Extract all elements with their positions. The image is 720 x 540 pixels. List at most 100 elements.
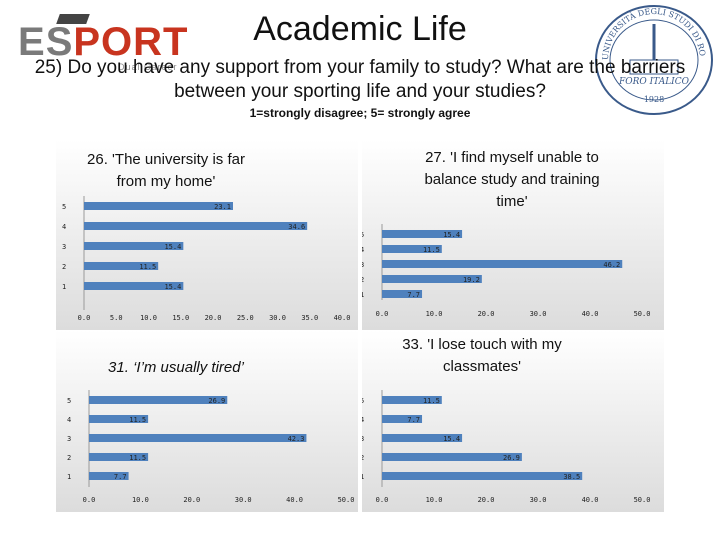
university-seal: UNIVERSITÀ DEGLI STUDI DI ROMA FORO ITAL…	[592, 2, 713, 115]
chart-c27: 27. 'I find myself unable to balance stud…	[362, 140, 664, 330]
x-tick-label: 30.0	[269, 314, 286, 322]
chart-c26: 26. 'The university is far from my home' 5…	[56, 140, 358, 330]
logo-subtitle: Dual Career	[118, 62, 178, 72]
chart-title-line: time'	[496, 193, 527, 210]
bar	[89, 453, 149, 461]
category-label: 2	[362, 276, 364, 284]
x-tick-label: 40.0	[582, 496, 599, 504]
data-label: 15.4	[164, 283, 181, 291]
x-tick-label: 20.0	[478, 496, 495, 504]
category-label: 1	[362, 291, 364, 299]
category-label: 4	[362, 416, 364, 424]
bar	[382, 290, 423, 298]
question-text: 25) Do you have any support from your fa…	[34, 57, 686, 102]
category-label: 4	[362, 246, 364, 254]
x-tick-label: 20.0	[183, 496, 200, 504]
category-label: 2	[362, 454, 364, 462]
x-tick-label: 50.0	[338, 496, 355, 504]
data-label: 7.7	[407, 291, 420, 299]
data-label: 15.4	[443, 231, 460, 239]
category-label: 1	[62, 283, 66, 291]
bar	[382, 415, 423, 423]
data-label: 11.5	[129, 416, 146, 424]
bar	[382, 260, 623, 268]
x-tick-label: 15.0	[172, 314, 189, 322]
bar	[382, 434, 463, 442]
x-tick-label: 5.0	[110, 314, 123, 322]
data-label: 19.2	[463, 276, 480, 284]
x-tick-label: 0.0	[376, 310, 389, 318]
x-tick-label: 40.0	[334, 314, 351, 322]
data-label: 26.9	[208, 397, 225, 405]
category-label: 3	[362, 435, 364, 443]
x-tick-label: 40.0	[582, 310, 599, 318]
bar	[84, 242, 184, 250]
graduation-cap-icon	[56, 14, 90, 24]
category-label: 5	[62, 203, 66, 211]
category-label: 2	[67, 454, 71, 462]
data-label: 11.5	[423, 246, 440, 254]
data-label: 11.5	[129, 454, 146, 462]
data-label: 11.5	[423, 397, 440, 405]
category-label: 2	[62, 263, 66, 271]
x-tick-label: 10.0	[426, 496, 443, 504]
x-tick-label: 30.0	[530, 310, 547, 318]
bar	[382, 230, 463, 238]
bar	[382, 275, 482, 283]
bar	[382, 472, 583, 480]
x-tick-label: 0.0	[83, 496, 96, 504]
chart-c31: 31. ‘I’m usually tired’ 5 26.9 4 11.5 3 42.3 2 1…	[56, 330, 358, 512]
category-label: 4	[67, 416, 71, 424]
bar	[382, 396, 442, 404]
data-label: 26.9	[503, 454, 520, 462]
chart-title-line: 26. 'The university is far	[87, 151, 245, 168]
data-label: 34.6	[288, 223, 305, 231]
bar	[382, 245, 442, 253]
category-label: 1	[362, 473, 364, 481]
seal-ring-text: UNIVERSITÀ DEGLI STUDI DI ROMA	[592, 2, 707, 60]
seal-name: FORO ITALICO	[618, 77, 690, 87]
logo-wordmark: ESPORT	[18, 20, 189, 64]
x-tick-label: 10.0	[426, 310, 443, 318]
chart-panel-26: 26. 'The university is far from my home' 5…	[56, 140, 358, 330]
chart-panel-33: 33. 'I lose touch with my classmates' 5 11.…	[362, 330, 664, 512]
data-label: 7.7	[114, 473, 127, 481]
x-tick-label: 0.0	[78, 314, 91, 322]
x-tick-label: 10.0	[132, 496, 149, 504]
data-label: 38.5	[563, 473, 580, 481]
x-tick-label: 25.0	[237, 314, 254, 322]
category-label: 3	[362, 261, 364, 269]
x-tick-label: 40.0	[286, 496, 303, 504]
x-tick-label: 30.0	[235, 496, 252, 504]
esport-logo: ESPORT Dual Career	[18, 14, 218, 80]
category-label: 3	[62, 243, 66, 251]
data-label: 7.7	[407, 416, 420, 424]
chart-c33: 33. 'I lose touch with my classmates' 5 11.…	[362, 330, 664, 512]
x-tick-label: 0.0	[376, 496, 389, 504]
chart-title-line: classmates'	[443, 358, 521, 375]
chart-title-line: 31. ‘I’m usually tired’	[108, 359, 245, 376]
x-tick-label: 20.0	[478, 310, 495, 318]
chart-panel-27: 27. 'I find myself unable to balance stud…	[362, 140, 664, 330]
chart-title-line: from my home'	[117, 173, 216, 190]
data-label: 46.2	[603, 261, 620, 269]
chart-title-line: 33. 'I lose touch with my	[402, 336, 562, 353]
chart-title-line: balance study and training	[424, 171, 599, 188]
category-label: 3	[67, 435, 71, 443]
data-label: 15.4	[443, 435, 460, 443]
data-label: 42.3	[288, 435, 305, 443]
page-title: Academic Life	[253, 10, 467, 48]
data-label: 11.5	[139, 263, 156, 271]
category-label: 5	[67, 397, 71, 405]
chart-panel-31: 31. ‘I’m usually tired’ 5 26.9 4 11.5 3 42.3 2 1…	[56, 330, 358, 512]
data-label: 23.1	[214, 203, 231, 211]
chart-title-line: 27. 'I find myself unable to	[425, 149, 599, 166]
bar	[84, 202, 233, 210]
bar	[89, 434, 307, 442]
bar	[89, 472, 129, 480]
x-tick-label: 35.0	[301, 314, 318, 322]
bar	[89, 415, 149, 423]
data-label: 15.4	[164, 243, 181, 251]
x-tick-label: 30.0	[530, 496, 547, 504]
category-label: 1	[67, 473, 71, 481]
